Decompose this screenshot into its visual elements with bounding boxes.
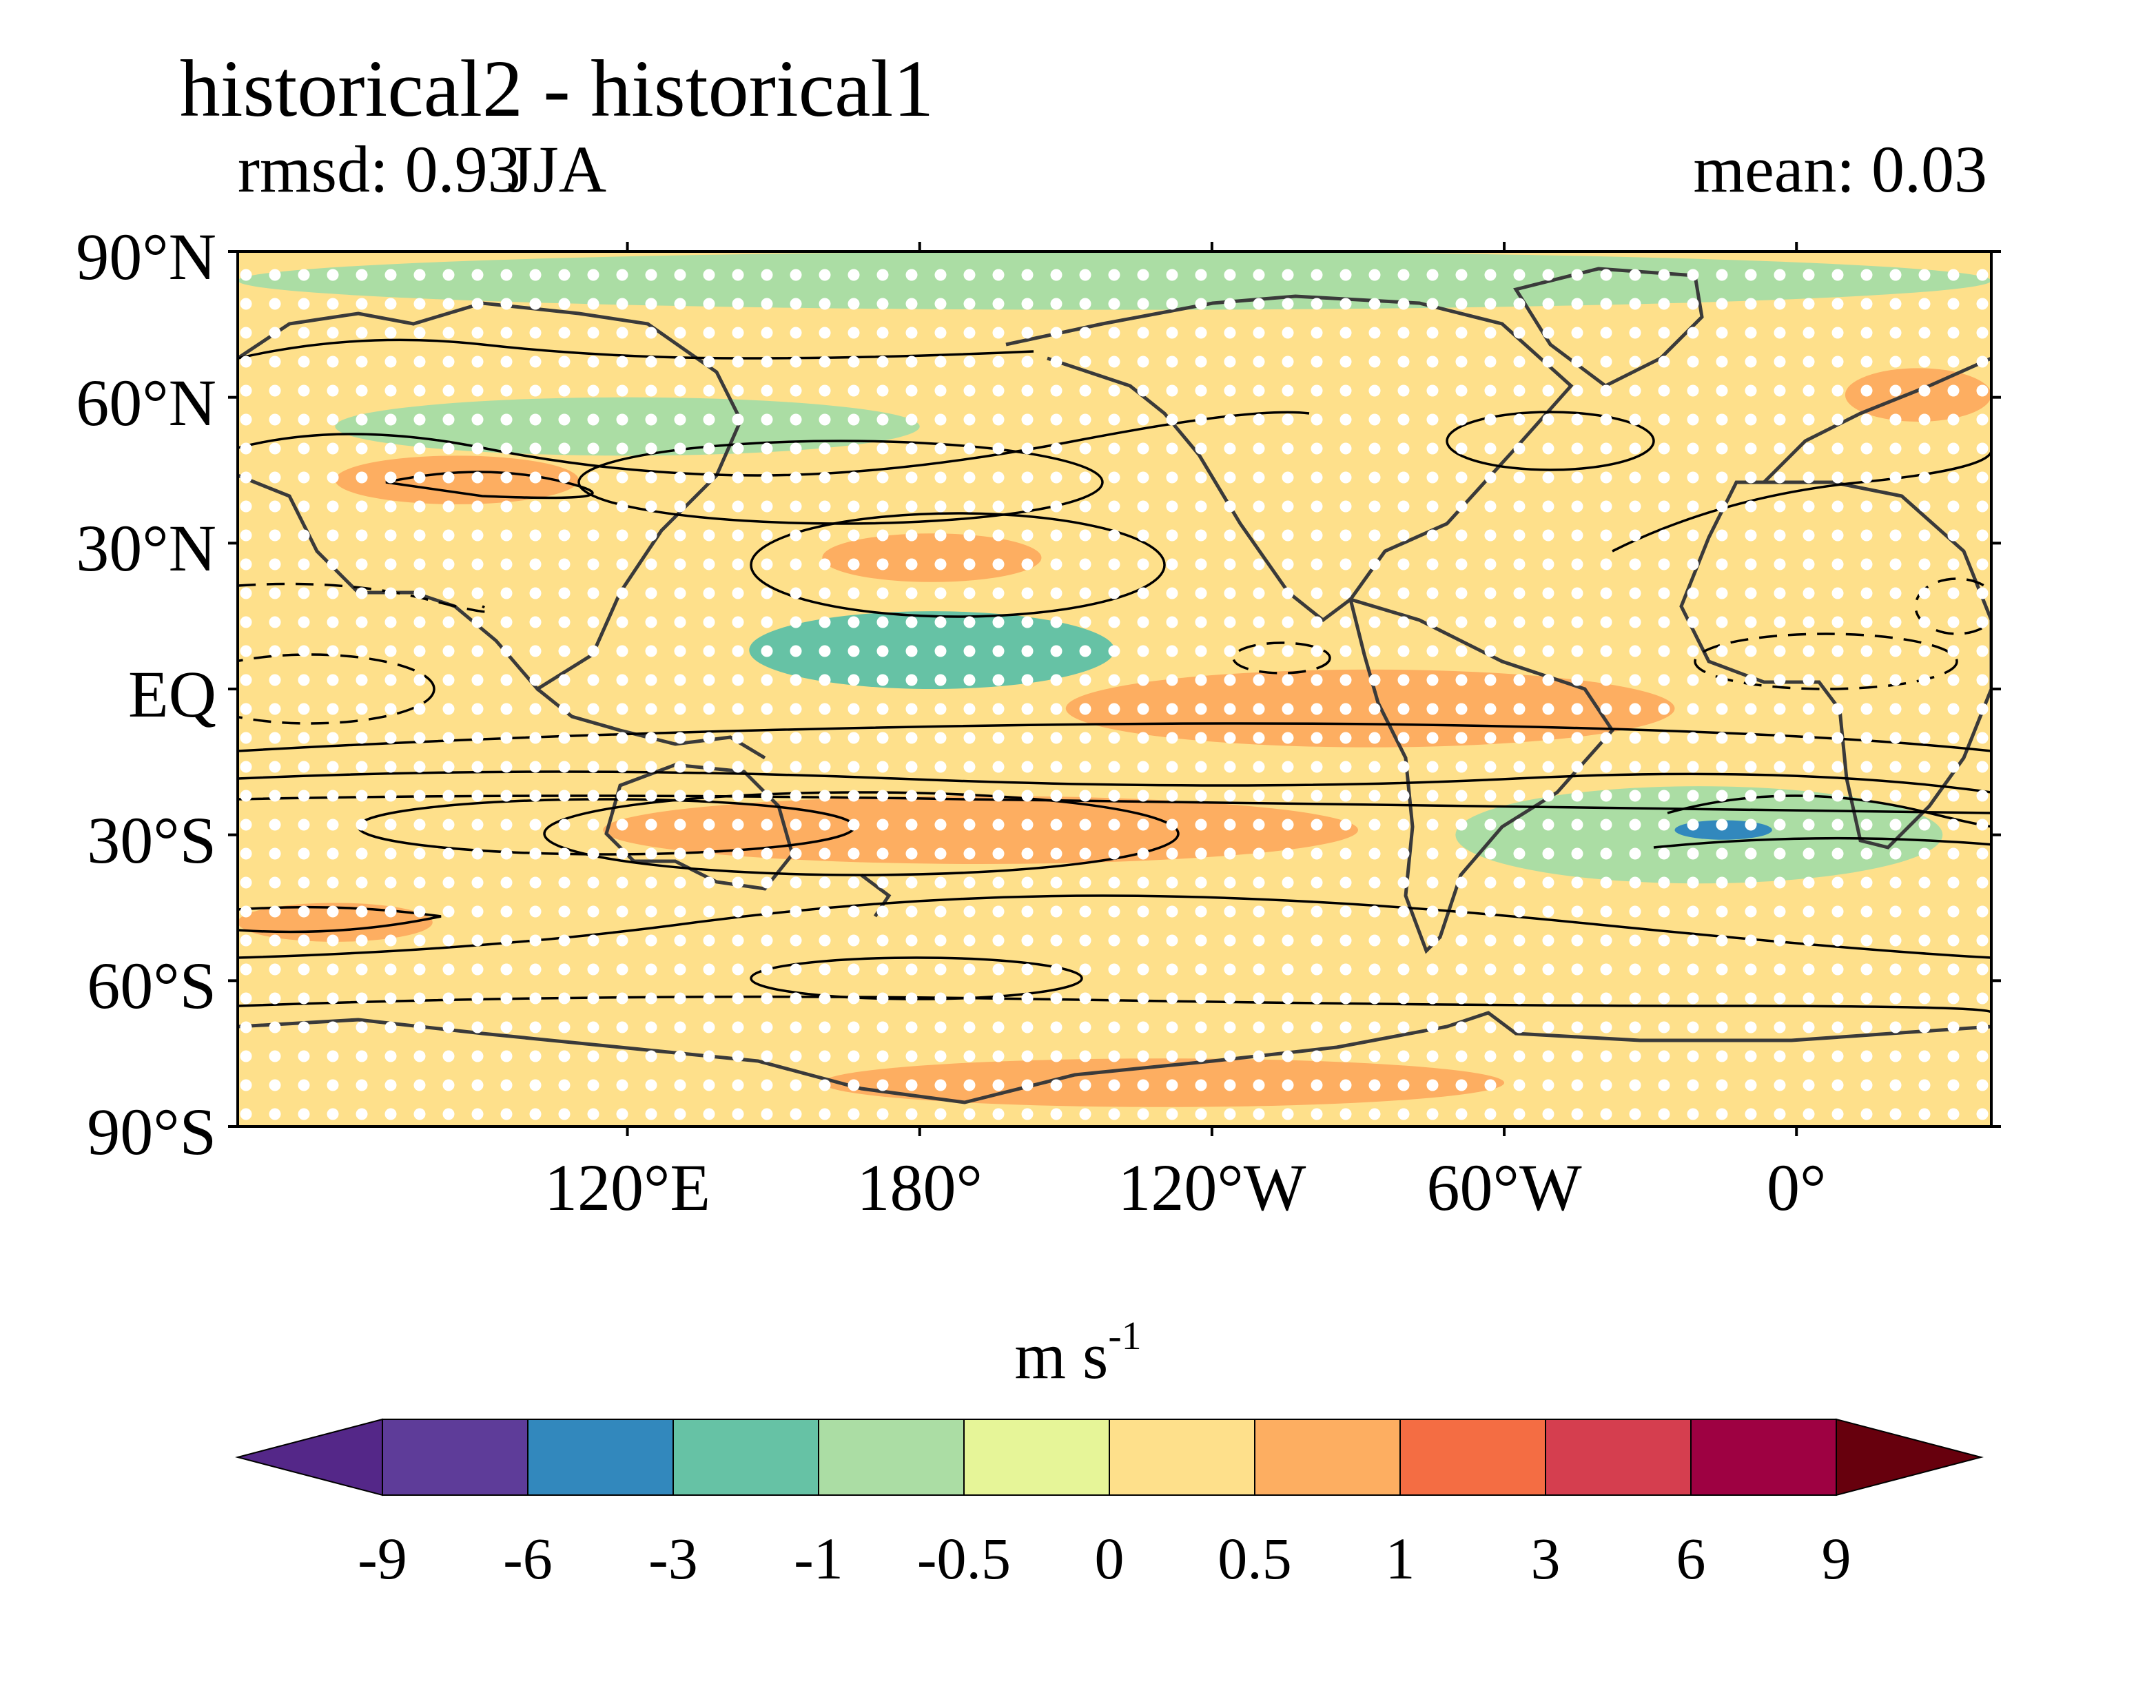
colorbar-extend-max — [1836, 1418, 1984, 1496]
colorbar-segment — [1109, 1419, 1255, 1496]
colorbar-tick-label: 0.5 — [1218, 1525, 1292, 1592]
season-label: JJA — [506, 132, 607, 206]
colorbar-segment — [818, 1419, 965, 1496]
units-base: m s — [1014, 1319, 1109, 1392]
colorbar-tick-label: -6 — [503, 1525, 553, 1592]
lon-label: 60°W — [1426, 1151, 1582, 1224]
rmsd-label: rmsd: 0.93 — [238, 132, 521, 206]
lon-label: 0° — [1767, 1151, 1827, 1224]
colorbar-segment — [1690, 1419, 1837, 1496]
colorbar-tick-label: -3 — [648, 1525, 698, 1592]
colorbar-segment — [382, 1419, 528, 1496]
lon-label: 180° — [856, 1151, 983, 1224]
colorbar-segment — [527, 1419, 674, 1496]
colorbar-tick-label: 9 — [1821, 1525, 1851, 1592]
colorbar-tick-label: -0.5 — [916, 1525, 1012, 1592]
lon-label: 120°E — [544, 1151, 711, 1224]
colorbar-tick-label: 6 — [1676, 1525, 1706, 1592]
lon-label: 120°W — [1118, 1151, 1306, 1224]
colorbar-tick-label: 3 — [1530, 1525, 1561, 1592]
colorbar-segment — [1399, 1419, 1546, 1496]
colorbar-units: m s-1 — [0, 1316, 2156, 1389]
map-title: historical2 - historical1 — [179, 43, 934, 134]
units-exponent: -1 — [1108, 1313, 1142, 1358]
mean-label: mean: 0.03 — [1693, 132, 1987, 206]
colorbar-segment — [963, 1419, 1110, 1496]
colorbar-tick-label: 1 — [1385, 1525, 1415, 1592]
colorbar-segment — [1545, 1419, 1692, 1496]
lat-label: EQ — [128, 657, 216, 731]
lat-label: 90°N — [76, 220, 216, 294]
colorbar-tick-label: -1 — [794, 1525, 843, 1592]
significance-stippling — [238, 251, 1991, 1126]
lat-label: 60°S — [87, 949, 216, 1023]
colorbar-segment — [673, 1419, 819, 1496]
colorbar-tick-label: 0 — [1094, 1525, 1125, 1592]
lat-label: 30°N — [76, 511, 216, 586]
colorbar-segment — [1254, 1419, 1401, 1496]
lat-label: 90°S — [87, 1095, 216, 1169]
axis-ticks — [228, 242, 2001, 1136]
lat-label: 60°N — [76, 365, 216, 440]
lat-label: 30°S — [87, 803, 216, 877]
colorbar-tick-label: -9 — [358, 1525, 407, 1592]
colorbar-extend-min — [235, 1418, 383, 1496]
